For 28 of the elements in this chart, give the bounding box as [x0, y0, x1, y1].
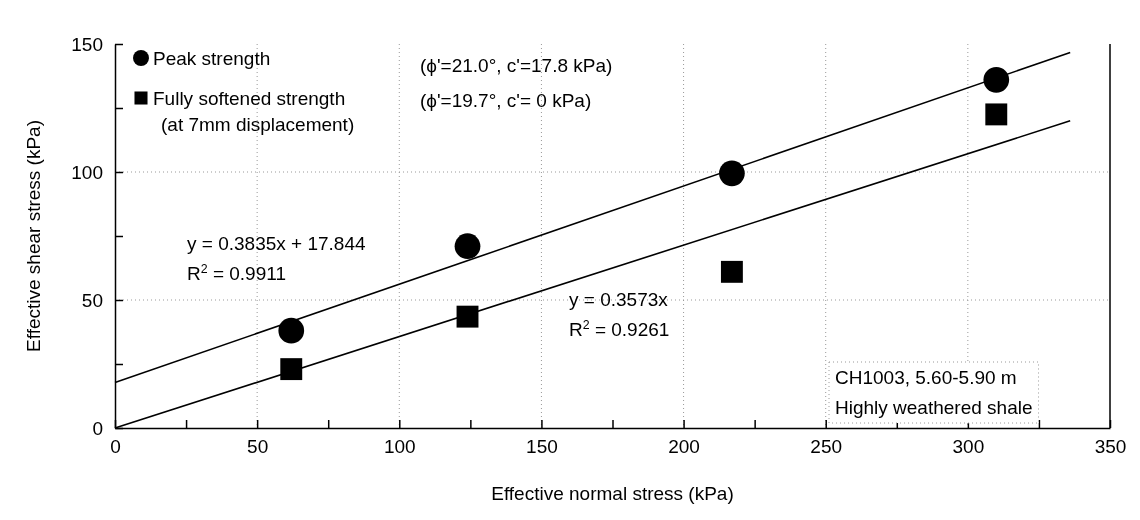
- annotation: y = 0.3573x R$^{2}$ = 0.9261: [569, 289, 670, 340]
- legend-label: Peak strength: [153, 48, 271, 69]
- y-tick-label: 150: [71, 33, 103, 55]
- y-tick-label: 100: [71, 161, 103, 183]
- annotation: (ϕ'=19.7°, c'= 0 kPa): [420, 90, 592, 111]
- x-tick-label: 50: [247, 436, 269, 458]
- y-axis-title: Effective shear stress (kPa): [23, 120, 44, 352]
- y-tick-label: 50: [81, 289, 103, 311]
- point: [454, 233, 481, 260]
- annotation: CH1003, 5.60-5.90 m Highly weathered shale: [835, 367, 1033, 418]
- point: [983, 67, 1010, 93]
- x-tick-label: 300: [952, 436, 985, 458]
- x-axis-title: Effective normal stress (kPa): [491, 483, 734, 504]
- x-tick-label: 350: [1094, 436, 1127, 458]
- point: [719, 160, 745, 187]
- point: [720, 260, 743, 283]
- x-tick-label: 100: [383, 436, 416, 458]
- x-tick-label: 0: [110, 436, 121, 458]
- x-tick-label: 150: [526, 436, 558, 458]
- y-tick-label: 0: [92, 417, 103, 439]
- legend-label: Fully softened strength (at 7mm displacement): [153, 88, 355, 135]
- x-tick-label: 200: [668, 436, 700, 458]
- annotation: y = 0.3835x + 17.844 R$^{2}$ = 0.9911: [187, 233, 366, 284]
- annotation: (ϕ'=21.0°, c'=17.8 kPa): [420, 55, 613, 76]
- point: [278, 317, 305, 344]
- x-tick-label: 250: [810, 436, 843, 458]
- point: [985, 103, 1008, 126]
- point: [280, 358, 303, 381]
